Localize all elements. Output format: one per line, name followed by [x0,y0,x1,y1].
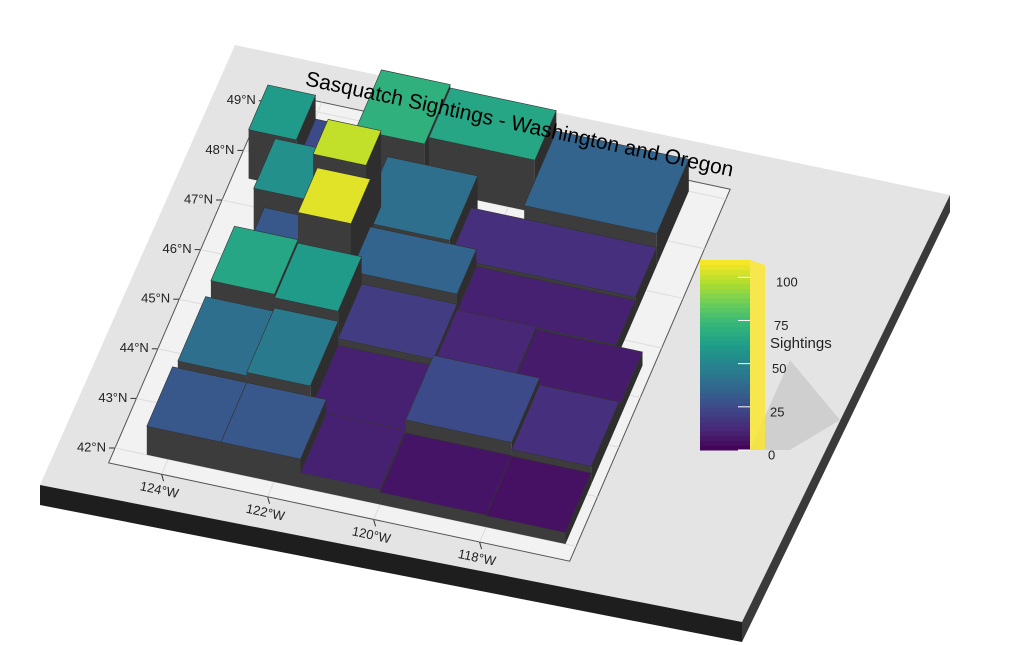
region [220,382,327,460]
extrusion-side [221,442,301,488]
colorbar-segment [700,421,750,427]
region [312,119,382,166]
region [210,225,299,295]
region [297,167,371,225]
lat-tick-label: 49°N [227,92,256,107]
region [337,283,458,360]
region [248,84,317,141]
colorbar-segment [700,416,750,422]
colorbar-segment [700,440,750,446]
colorbar-segment [700,345,750,351]
colorbar-segment [700,260,750,266]
legend-title: Sightings [770,335,832,352]
colorbar-segment [700,383,750,389]
extrusion-side [591,401,619,485]
region [274,242,363,312]
colorbar-side [750,260,765,450]
colorbar-segment [700,388,750,394]
legend-tick-label: 100 [776,275,798,290]
lat-tick-label: 45°N [141,291,170,306]
colorbar-segment [700,407,750,413]
colorbar-segment [700,298,750,304]
colorbar-segment [700,412,750,418]
board-edge [742,195,950,642]
colorbar-segment [700,369,750,375]
colorbar-segment [700,340,750,346]
legend-tick-label: 25 [770,404,784,419]
region [350,226,477,295]
extrusion-side [619,352,643,420]
tick-mark [267,496,271,504]
colorbar-segment [700,264,750,270]
colorbar-segment [700,374,750,380]
extrusion-side [380,492,486,528]
legend-tick-label: 50 [772,361,786,376]
region [456,266,636,346]
colorbar-segment [700,397,750,403]
legend: Sightings 0 25 50 75 100 [700,260,840,462]
colorbar-segment [700,293,750,299]
lat-tick-label: 46°N [163,241,192,256]
colorbar-segment [700,317,750,323]
colorbar-segment [700,288,750,294]
region [246,307,339,387]
region [449,207,658,298]
region [355,69,451,145]
extrusion-side [146,426,221,471]
extrusion-side [565,473,592,544]
colorbar-segment [700,326,750,332]
legend-shadow [750,360,840,450]
colorbar-segment [700,426,750,432]
colorbar-segment [700,435,750,441]
colorbar-segment [700,283,750,289]
colorbar-segment [700,279,750,285]
colorbar-segment [700,274,750,280]
colorbar-segment [700,321,750,327]
colorbar-segment [700,393,750,399]
colorbar-segment [700,336,750,342]
extrusion-side [656,159,689,266]
region [300,412,407,491]
region [511,384,620,467]
colorbar-segment [700,445,750,451]
colorbar-segment [700,307,750,313]
colorbar-segment [700,364,750,370]
region [428,87,557,161]
extrusion-side [616,300,636,360]
tick-mark [161,474,165,482]
colorbar-segment [700,302,750,308]
colorbar-segment [700,355,750,361]
extrusion-side [486,515,566,544]
colorbar-segment [700,402,750,408]
region [405,355,540,443]
colorbar-segment [700,331,750,337]
legend-tick-label: 75 [774,318,788,333]
legend-tick-label: 0 [768,447,775,462]
tick-mark [373,519,377,527]
lat-tick-label: 43°N [98,390,127,405]
colorbar-segment [700,359,750,365]
region [523,130,690,235]
region [485,455,592,533]
colorbar-segment [700,312,750,318]
tick-mark [479,541,483,550]
lat-tick-label: 48°N [205,142,234,157]
lat-tick-label: 44°N [120,340,149,355]
extrusion-side [300,472,380,505]
colorbar-segment [700,350,750,356]
regions [146,69,690,544]
colorbar-segment [700,431,750,437]
colorbar-segment [700,269,750,275]
region [379,432,513,516]
lat-tick-label: 47°N [184,191,213,206]
lat-tick-label: 42°N [77,439,106,454]
colorbar-segment [700,378,750,384]
board-edge [40,485,742,642]
extrusion-side [635,247,657,316]
